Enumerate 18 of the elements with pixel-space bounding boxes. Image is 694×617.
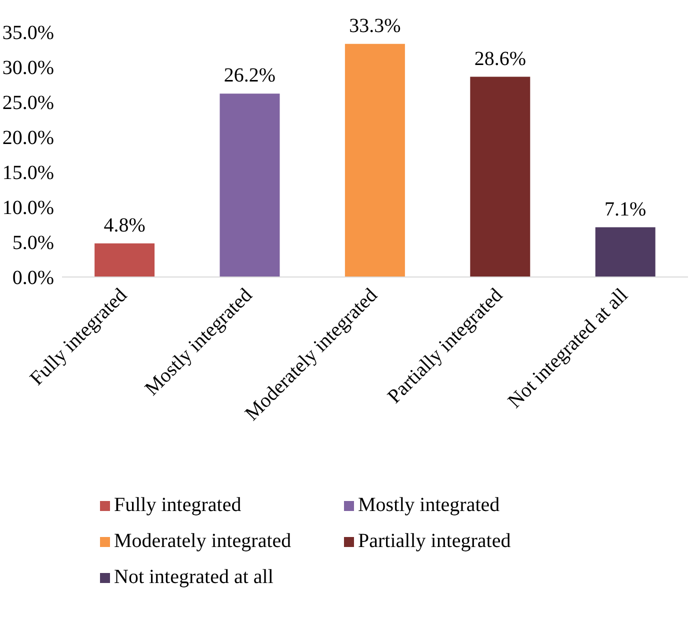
data-label: 7.1%: [604, 198, 646, 220]
legend-label: Moderately integrated: [114, 529, 292, 554]
y-tick-label: 5.0%: [12, 232, 54, 254]
y-tick-label: 15.0%: [2, 162, 54, 184]
legend-label: Fully integrated: [114, 493, 242, 518]
data-label: 33.3%: [349, 14, 401, 37]
data-label: 28.6%: [474, 48, 526, 70]
legend-label: Mostly integrated: [358, 493, 501, 518]
y-tick-label: 10.0%: [2, 197, 54, 220]
y-tick-label: 30.0%: [2, 57, 54, 80]
legend-label: Partially integrated: [358, 529, 512, 554]
data-label: 26.2%: [224, 64, 276, 87]
y-tick-label: 0.0%: [12, 267, 54, 290]
y-tick-label: 20.0%: [2, 127, 54, 150]
y-tick-label: 25.0%: [2, 92, 54, 114]
y-tick-label: 35.0%: [2, 22, 54, 44]
legend-label: Not integrated at all: [114, 565, 274, 590]
data-label: 4.8%: [104, 214, 146, 236]
